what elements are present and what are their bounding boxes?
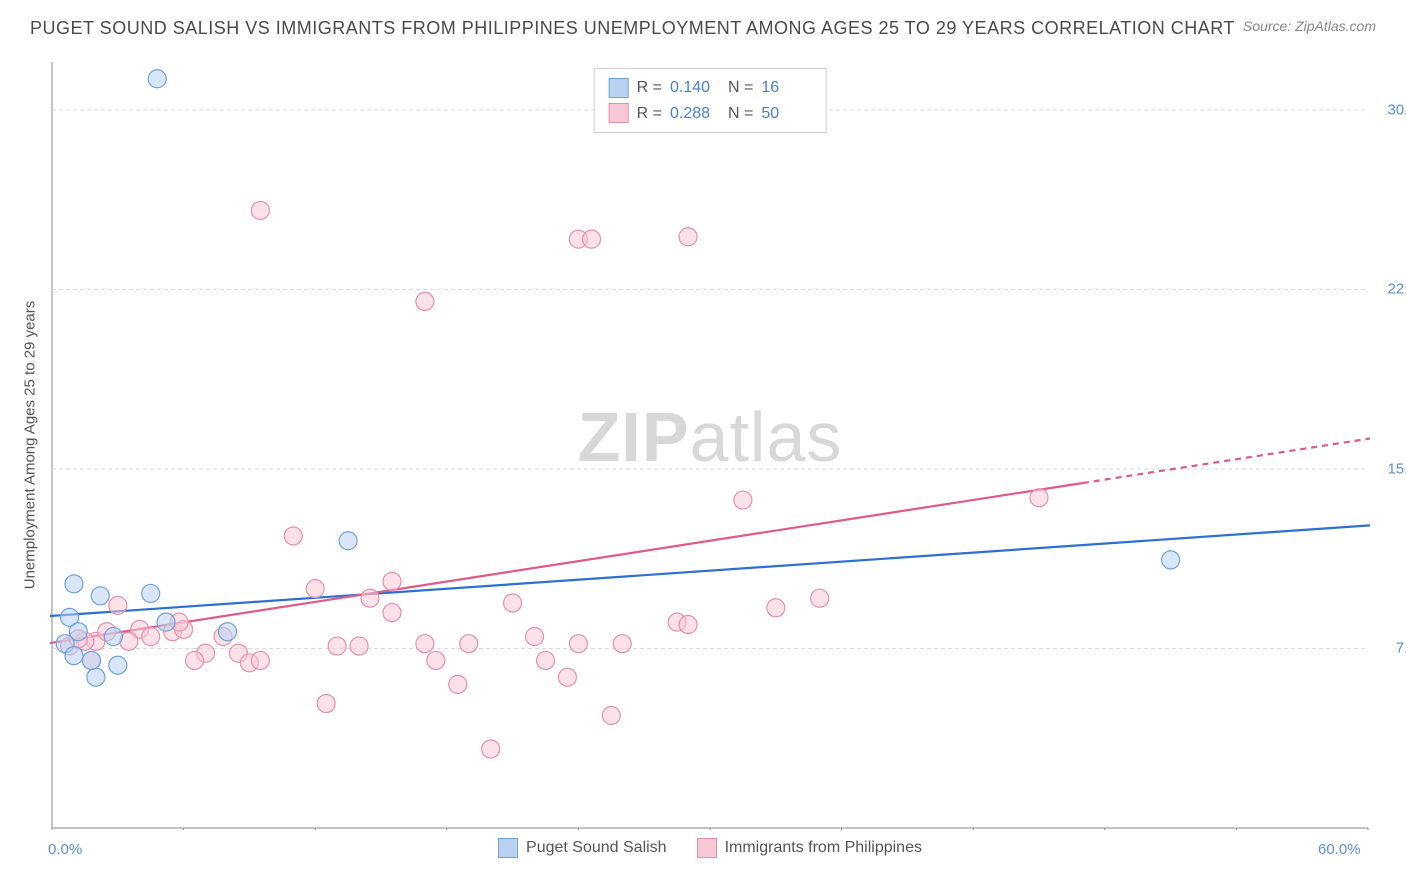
r-value-philippines: 0.288 bbox=[670, 101, 720, 127]
r-label: R = bbox=[637, 101, 662, 127]
correlation-stats-box: R = 0.140 N = 16 R = 0.288 N = 50 bbox=[594, 68, 827, 133]
swatch-philippines bbox=[697, 838, 717, 858]
n-value-philippines: 50 bbox=[761, 101, 811, 127]
swatch-puget bbox=[609, 78, 629, 98]
chart-area: Unemployment Among Ages 25 to 29 years Z… bbox=[50, 60, 1370, 830]
legend-item-philippines: Immigrants from Philippines bbox=[697, 838, 922, 858]
source-prefix: Source: bbox=[1243, 18, 1295, 34]
legend-item-puget: Puget Sound Salish bbox=[498, 838, 667, 858]
n-label: N = bbox=[728, 75, 753, 101]
stats-row-philippines: R = 0.288 N = 50 bbox=[609, 101, 812, 127]
r-value-puget: 0.140 bbox=[670, 75, 720, 101]
source-name: ZipAtlas.com bbox=[1295, 18, 1376, 34]
legend-label-puget: Puget Sound Salish bbox=[526, 839, 667, 857]
n-value-puget: 16 bbox=[761, 75, 811, 101]
y-tick-label: 30.0% bbox=[1387, 101, 1406, 118]
legend-label-philippines: Immigrants from Philippines bbox=[725, 839, 922, 857]
chart-title: PUGET SOUND SALISH VS IMMIGRANTS FROM PH… bbox=[30, 18, 1235, 39]
x-tick-label: 0.0% bbox=[48, 841, 82, 858]
bottom-legend: Puget Sound Salish Immigrants from Phili… bbox=[498, 838, 922, 858]
scatter-plot bbox=[50, 60, 1370, 830]
x-tick-label: 60.0% bbox=[1318, 841, 1361, 858]
swatch-puget bbox=[498, 838, 518, 858]
y-tick-label: 22.5% bbox=[1387, 281, 1406, 298]
swatch-philippines bbox=[609, 103, 629, 123]
source-attribution: Source: ZipAtlas.com bbox=[1243, 18, 1376, 34]
r-label: R = bbox=[637, 75, 662, 101]
stats-row-puget: R = 0.140 N = 16 bbox=[609, 75, 812, 101]
y-tick-label: 15.0% bbox=[1387, 460, 1406, 477]
y-tick-label: 7.5% bbox=[1396, 640, 1406, 657]
y-axis-label: Unemployment Among Ages 25 to 29 years bbox=[22, 301, 39, 590]
n-label: N = bbox=[728, 101, 753, 127]
